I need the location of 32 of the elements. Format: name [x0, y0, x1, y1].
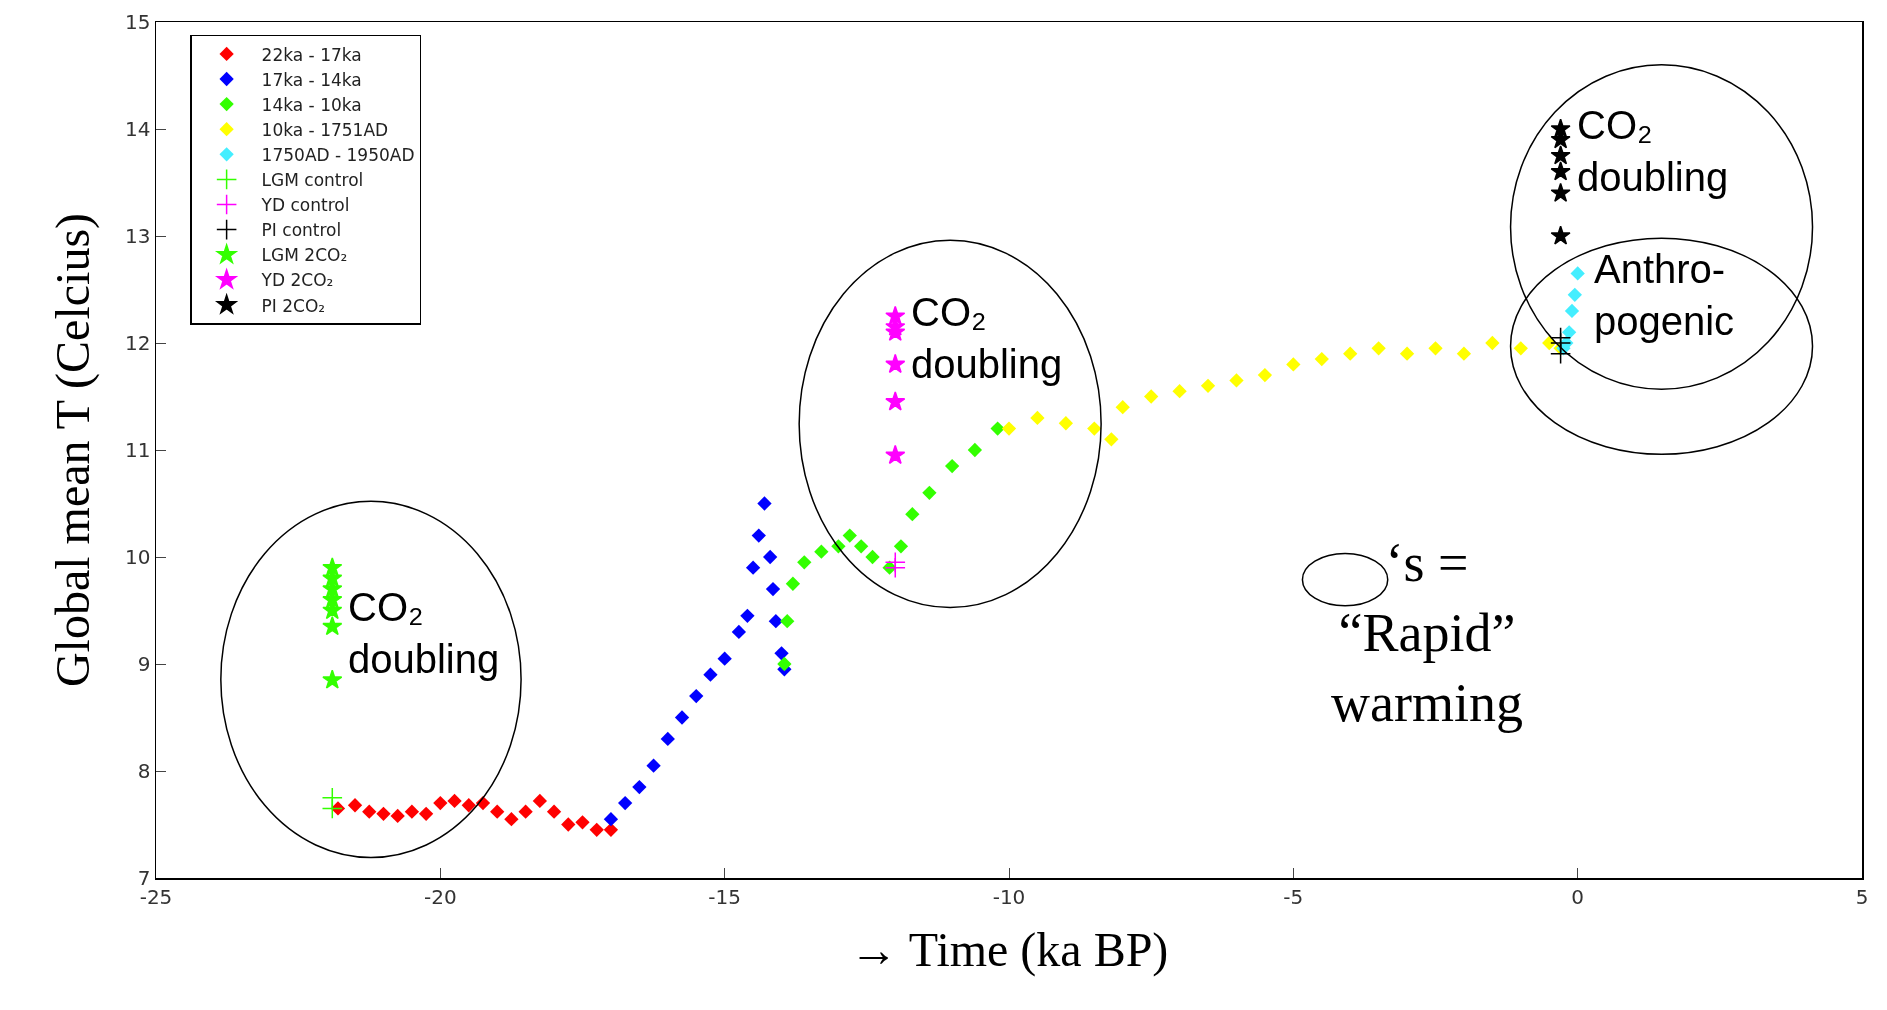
- y-axis-title: Global mean T (Celcius): [46, 212, 100, 688]
- x-tick-label: -5: [1283, 884, 1304, 909]
- y-tick-label: 14: [125, 117, 151, 141]
- annotation: Anthro- pogenic: [1594, 247, 1735, 343]
- annotation: CO₂ doubling: [348, 585, 500, 681]
- y-tick-label: 13: [125, 224, 151, 248]
- legend-label: 17ka - 14ka: [261, 69, 362, 90]
- x-tick-label: -15: [708, 884, 742, 909]
- x-tick-label: 0: [1571, 884, 1585, 909]
- annotation: CO₂ doubling: [911, 290, 1063, 386]
- legend-label: LGM 2CO₂: [261, 245, 348, 266]
- y-tick-label: 11: [125, 438, 151, 462]
- legend-label: 22ka - 17ka: [261, 44, 362, 65]
- legend-label: YD control: [260, 195, 350, 216]
- legend-label: LGM control: [261, 170, 364, 191]
- annotation: ‘s = “Rapid” warming: [1331, 533, 1523, 734]
- y-tick-label: 9: [137, 652, 151, 676]
- y-tick-label: 12: [125, 331, 151, 355]
- legend-label: 14ka - 10ka: [261, 94, 362, 115]
- x-tick-label: 5: [1855, 884, 1869, 909]
- x-axis-title: → Time (ka BP): [849, 923, 1169, 978]
- annotation: CO₂ doubling: [1577, 103, 1729, 199]
- y-tick-label: 8: [137, 759, 151, 783]
- x-tick-label: -10: [992, 884, 1026, 909]
- y-tick-label: 15: [125, 10, 151, 34]
- legend-label: PI 2CO₂: [261, 295, 326, 316]
- legend-label: YD 2CO₂: [260, 270, 334, 291]
- y-tick-label: 10: [125, 545, 151, 569]
- legend-label: 10ka - 1751AD: [261, 119, 389, 140]
- legend-label: 1750AD - 1950AD: [261, 144, 415, 165]
- legend-label: PI control: [261, 220, 342, 241]
- x-tick-label: -20: [423, 884, 457, 909]
